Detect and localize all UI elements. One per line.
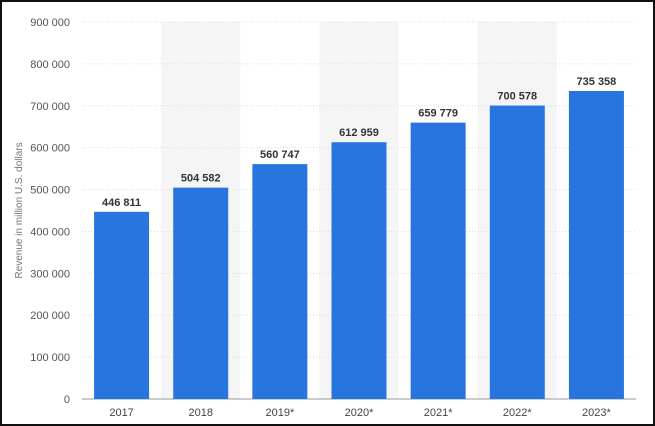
y-axis-ticks: 0 100 000 200 000 300 000 400 000 500 000 600 … [30,17,70,406]
bar [331,142,387,399]
x-tick-label: 2023* [582,407,611,419]
x-tick-label: 2021* [424,407,453,419]
x-tick-label: 2017 [109,407,133,419]
y-tick-label: 600 000 [30,143,70,155]
x-tick-label: 2020* [345,407,374,419]
bar [252,164,308,399]
y-tick-label: 500 000 [30,185,70,197]
bar [410,122,466,399]
y-axis-label: Revenue in million U.S. dollars [14,142,25,278]
data-label: 560 747 [260,149,300,161]
y-tick-label: 400 000 [30,226,70,238]
y-tick-label: 300 000 [30,268,70,280]
y-tick-label: 100 000 [30,352,70,364]
y-tick-label: 200 000 [30,310,70,322]
bar [568,90,624,399]
y-tick-label: 700 000 [30,101,70,113]
data-label: 612 959 [339,127,379,139]
y-tick-label: 800 000 [30,59,70,71]
y-tick-label: 900 000 [30,17,70,29]
bars [94,90,624,400]
data-label: 700 578 [497,91,537,103]
bar [489,105,545,400]
x-axis-ticks: 2017 2018 2019* 2020* 2021* 2022* 2023* [109,407,611,419]
x-tick-label: 2022* [503,407,532,419]
data-label: 504 582 [181,173,221,185]
x-tick-label: 2018 [188,407,212,419]
data-label: 735 358 [577,76,617,88]
data-labels: 446 811 504 582 560 747 612 959 659 779 700 5… [102,76,616,209]
bar [94,211,150,399]
y-tick-label: 0 [64,394,70,406]
x-tick-label: 2019* [265,407,294,419]
data-label: 659 779 [418,108,458,120]
data-label: 446 811 [102,197,141,209]
bar [173,187,229,399]
